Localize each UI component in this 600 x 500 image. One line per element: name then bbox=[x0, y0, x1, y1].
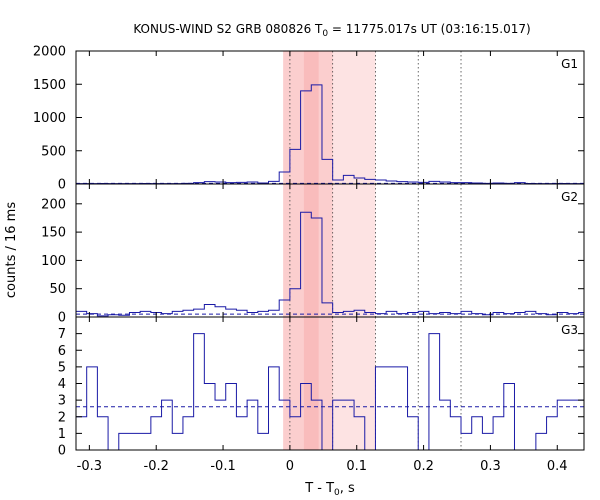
panel-label-g2: G2 bbox=[561, 190, 578, 204]
y-tick-label: 500 bbox=[41, 144, 66, 159]
y-tick-label: 0 bbox=[58, 444, 66, 459]
panel-label-g1: G1 bbox=[561, 57, 578, 71]
y-tick-label: 50 bbox=[49, 282, 66, 297]
y-tick-label: 100 bbox=[41, 254, 66, 269]
y-tick-label: 0 bbox=[58, 311, 66, 326]
x-tick-label: 0.3 bbox=[480, 459, 501, 474]
y-tick-label: 6 bbox=[58, 344, 66, 359]
shaded-region bbox=[303, 51, 319, 184]
y-tick-label: 3 bbox=[58, 394, 66, 409]
x-tick-label: 0.1 bbox=[346, 459, 367, 474]
y-axis-label: counts / 16 ms bbox=[4, 202, 19, 298]
y-tick-label: 2 bbox=[58, 410, 66, 425]
y-tick-label: 1500 bbox=[33, 78, 66, 93]
histogram-series-g3 bbox=[76, 333, 584, 450]
y-tick-label: 1 bbox=[58, 427, 66, 442]
x-tick-label: 0 bbox=[286, 459, 294, 474]
panel-label-g3: G3 bbox=[561, 323, 578, 337]
x-tick-label: 0.4 bbox=[547, 459, 568, 474]
y-tick-label: 150 bbox=[41, 226, 66, 241]
y-tick-label: 5 bbox=[58, 360, 66, 375]
x-tick-label: -0.2 bbox=[144, 459, 169, 474]
chart-title: KONUS-WIND S2 GRB 080826 T0 = 11775.017s… bbox=[133, 22, 530, 39]
panel-plot-area bbox=[76, 184, 584, 317]
y-tick-label: 200 bbox=[41, 197, 66, 212]
shaded-region bbox=[303, 184, 319, 317]
y-tick-label: 7 bbox=[58, 327, 66, 342]
x-axis-label: T - T0, s bbox=[304, 481, 355, 498]
panel-plot-area bbox=[76, 51, 584, 184]
y-tick-label: 0 bbox=[58, 178, 66, 193]
panel-plot-area bbox=[76, 317, 584, 450]
x-tick-label: -0.3 bbox=[77, 459, 102, 474]
x-tick-label: -0.1 bbox=[210, 459, 235, 474]
y-tick-label: 2000 bbox=[33, 45, 66, 60]
x-tick-label: 0.2 bbox=[413, 459, 434, 474]
histogram-series-g2 bbox=[76, 211, 584, 317]
y-tick-label: 1000 bbox=[33, 111, 66, 126]
y-tick-label: 4 bbox=[58, 377, 66, 392]
